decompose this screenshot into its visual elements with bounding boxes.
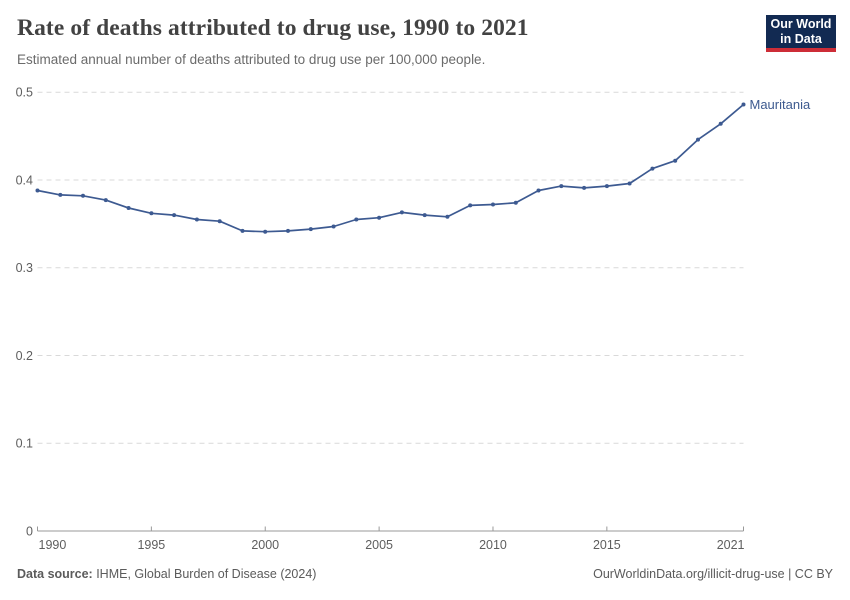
data-source: Data source: IHME, Global Burden of Dise… [17, 567, 316, 581]
chart-footer: Data source: IHME, Global Burden of Dise… [17, 567, 833, 581]
data-point-2009 [468, 203, 473, 208]
y-tick-label: 0.4 [16, 173, 33, 187]
data-point-2003 [331, 224, 336, 229]
x-tick-label: 2005 [365, 538, 393, 552]
data-point-2006 [399, 210, 404, 215]
owid-logo-line1: Our World [770, 16, 832, 31]
y-tick-label: 0.1 [16, 437, 33, 451]
data-point-2019 [696, 137, 700, 142]
credit-link[interactable]: OurWorldinData.org/illicit-drug-use | CC… [593, 567, 833, 581]
data-point-2004 [354, 217, 359, 222]
x-tick-label: 2021 [717, 538, 745, 552]
data-point-2012 [536, 188, 541, 193]
x-tick-label: 2010 [479, 538, 507, 552]
data-point-1993 [103, 198, 108, 203]
data-point-2011 [513, 200, 518, 205]
data-point-2018 [673, 158, 678, 163]
data-point-2007 [422, 213, 427, 218]
entity-label: Mauritania [750, 97, 811, 112]
data-point-2014 [582, 185, 587, 190]
chart-subtitle: Estimated annual number of deaths attrib… [17, 52, 486, 67]
data-point-1992 [81, 193, 85, 198]
data-point-2010 [491, 202, 495, 207]
data-point-1990 [35, 188, 40, 193]
y-tick-label: 0.5 [16, 86, 33, 100]
data-point-2000 [263, 229, 268, 234]
y-tick-label: 0 [26, 525, 33, 539]
data-point-1999 [240, 228, 245, 233]
series-line [36, 103, 745, 233]
y-tick-label: 0.2 [16, 349, 33, 363]
x-tick-label: 2015 [593, 538, 621, 552]
data-point-1997 [194, 217, 199, 222]
x-tick-label: 1995 [137, 538, 165, 552]
data-point-2002 [308, 227, 313, 232]
data-point-2020 [718, 121, 723, 126]
data-point-2017 [650, 166, 655, 171]
data-point-2001 [286, 228, 290, 233]
x-tick-label: 1990 [39, 538, 67, 552]
owid-logo-line2: in Data [780, 31, 822, 46]
data-point-2005 [377, 215, 382, 220]
y-tick-label: 0.3 [16, 261, 33, 275]
data-point-1994 [126, 206, 131, 210]
data-source-text: IHME, Global Burden of Disease (2024) [92, 567, 317, 581]
data-point-2015 [604, 184, 609, 189]
data-point-1995 [149, 211, 154, 216]
data-point-1996 [172, 213, 177, 218]
data-point-2021 [741, 102, 746, 107]
data-point-2016 [627, 181, 632, 186]
data-point-2013 [559, 184, 564, 189]
data-point-1998 [217, 219, 222, 224]
chart-title: Rate of deaths attributed to drug use, 1… [17, 15, 529, 41]
data-point-1991 [58, 192, 63, 197]
x-tick-label: 2000 [251, 538, 279, 552]
data-source-label: Data source: [17, 567, 93, 581]
owid-logo[interactable]: Our World in Data [766, 15, 836, 52]
data-point-2008 [445, 214, 450, 219]
